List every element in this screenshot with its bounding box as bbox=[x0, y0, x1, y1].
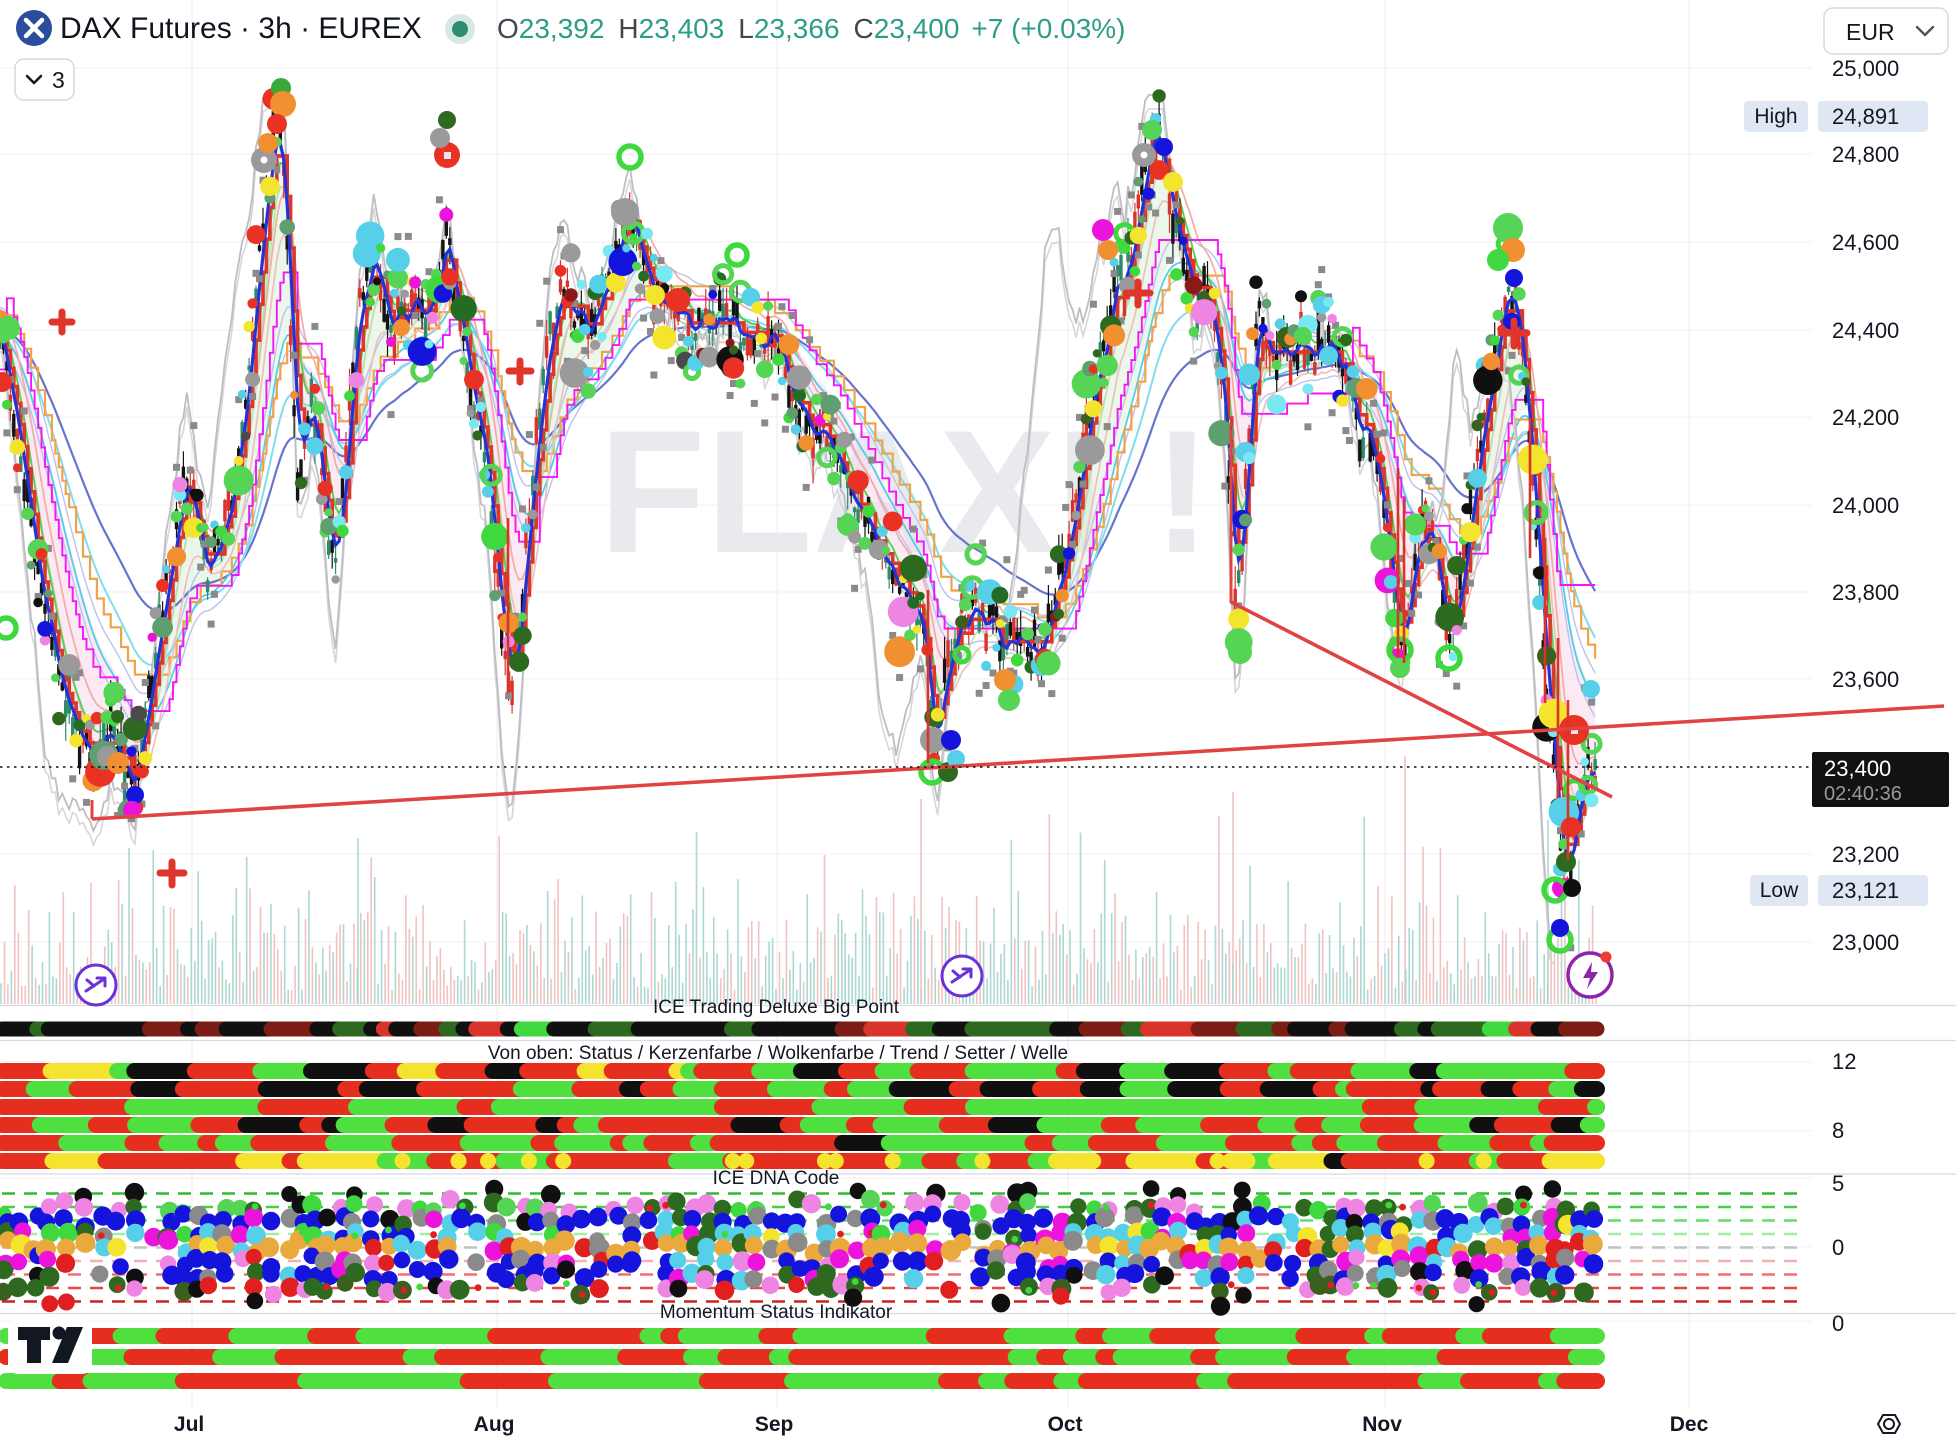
svg-text:High: High bbox=[1754, 105, 1797, 128]
svg-text:23,400: 23,400 bbox=[1824, 756, 1891, 781]
svg-text:25,000 24,800 24,600 24,400 24: 25,000 24,800 24,600 24,400 24,200 24,00… bbox=[1832, 56, 1905, 1336]
svg-text:02:40:36: 02:40:36 bbox=[1824, 783, 1902, 805]
svg-text:Low: Low bbox=[1760, 879, 1799, 902]
svg-text:23,121: 23,121 bbox=[1832, 878, 1899, 903]
svg-text:ICE DNA Code: ICE DNA Code bbox=[713, 1168, 840, 1189]
svg-text:Von oben: Status / Kerzenfarbe: Von oben: Status / Kerzenfarbe / Wolkenf… bbox=[488, 1043, 1068, 1064]
svg-text:ICE Trading Deluxe Big Point: ICE Trading Deluxe Big Point bbox=[653, 997, 900, 1018]
svg-text:3: 3 bbox=[52, 67, 65, 93]
svg-text:Jul Aug Sep Oct Nov Dec: Jul Aug Sep Oct Nov Dec bbox=[174, 1413, 1709, 1436]
svg-text:EUR: EUR bbox=[1846, 19, 1895, 45]
svg-text:Momentum Status Indikator: Momentum Status Indikator bbox=[660, 1302, 893, 1323]
svg-text:24,891: 24,891 bbox=[1832, 104, 1899, 129]
svg-text:DAX Futures · 3h · EUREX: DAX Futures · 3h · EUREX bbox=[60, 12, 422, 45]
